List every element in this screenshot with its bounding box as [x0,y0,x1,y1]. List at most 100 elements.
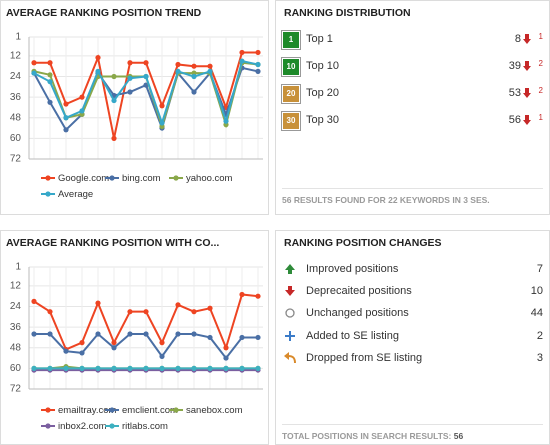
legend-item: emclient.com [105,403,178,419]
row-label: Dropped from SE listing [306,352,423,364]
legend-label: yahoo.com [186,173,233,184]
panel-title: RANKING DISTRIBUTION [284,7,411,19]
data-point [255,49,261,56]
arrow-shape [523,61,531,71]
row-label: Top 30 [306,114,340,126]
data-point [127,331,133,337]
data-point [207,365,213,371]
data-point [223,365,229,371]
row-change: 2 [538,59,543,68]
y-tick-label: 24 [10,71,22,82]
data-point [159,353,165,359]
icon-down [285,286,295,296]
data-point [79,350,85,356]
data-point [31,60,37,66]
data-point [127,309,133,315]
y-tick-label: 36 [10,322,22,333]
panel-title: AVERAGE RANKING POSITION TREND [6,7,202,19]
data-point [239,365,245,371]
change-row: Improved positions 7 [282,261,543,279]
data-point [255,68,261,74]
data-point [175,68,181,74]
data-point [143,73,149,80]
row-count: 8 [514,33,521,45]
row-count: 53 [508,87,521,99]
data-point [47,309,53,315]
change-row: Unchanged positions 44 [282,305,543,323]
data-point [239,58,245,64]
data-point [31,331,37,337]
legend-swatch [41,175,55,182]
data-point [159,340,165,346]
legend-dot [45,407,51,414]
data-point [111,73,117,80]
legend-dot [173,175,179,182]
distribution-row: 20 Top 20 53 2 [282,85,543,103]
legend-swatch [105,423,119,430]
data-point [239,291,245,298]
y-tick-label: 36 [10,92,22,103]
row-change: 1 [538,32,543,41]
data-point [47,331,53,337]
data-point [191,309,197,315]
data-point [63,348,69,354]
arrow-down [523,34,531,44]
legend-dot [109,175,115,182]
row-value: 44 [530,307,543,319]
data-point [175,61,181,68]
row-count: 56 [508,114,521,126]
row-label: Unchanged positions [306,307,409,319]
data-point [191,73,197,80]
data-point [191,331,197,337]
icon-add [285,331,295,341]
badge: 30 [282,112,300,130]
y-tick-label: 48 [10,112,22,123]
data-point [31,365,37,371]
footer-total: 56 [453,431,464,441]
data-point [159,365,165,371]
change-row: Deprecaited positions 10 [282,283,543,301]
legend-item: Average [41,187,105,203]
footer: 56 RESULTS FOUND FOR 22 KEYWORDS IN 3 SE… [282,188,543,205]
data-point [47,99,53,105]
data-point [175,302,181,308]
data-point [47,79,53,85]
row-change: 1 [538,113,543,122]
data-point [79,108,85,114]
legend-item: bing.com [105,171,169,187]
icon-up [285,264,295,274]
y-tick-label: 48 [10,342,22,353]
data-point [159,103,165,109]
row-value: 3 [536,352,543,364]
arrow-down [523,115,531,125]
data-point [79,94,85,100]
y-tick-label: 12 [10,51,22,62]
legend-item: sanebox.com [169,403,243,419]
row-value: 10 [530,285,543,297]
panel-title: AVERAGE RANKING POSITION WITH CO... [6,237,220,249]
y-tick-label: 1 [15,262,21,273]
row-label: Top 1 [306,33,333,45]
data-point [239,334,245,341]
data-point [47,60,53,66]
row-value: 2 [536,330,543,342]
legend-item: ritlabs.com [105,419,169,435]
data-point [95,55,101,61]
legend-label: sanebox.com [186,405,243,416]
trend-panel: AVERAGE RANKING POSITION TREND 1 12 24 36 48… [0,0,269,215]
change-row: Dropped from SE listing 3 [282,350,543,368]
data-point [47,365,53,371]
arrow-down [523,61,531,71]
data-point [63,115,69,121]
legend-dot [173,407,179,414]
row-value: 7 [536,263,543,275]
data-point [31,298,37,304]
badge: 10 [282,58,300,76]
data-point [127,89,133,95]
data-point [79,365,85,371]
distribution-row: 30 Top 30 56 1 [282,112,543,130]
data-point [111,97,117,104]
icon-dropped [284,352,296,364]
panel-title: RANKING POSITION CHANGES [284,237,442,249]
chart: 1 12 24 36 48 60 72 [10,262,263,395]
